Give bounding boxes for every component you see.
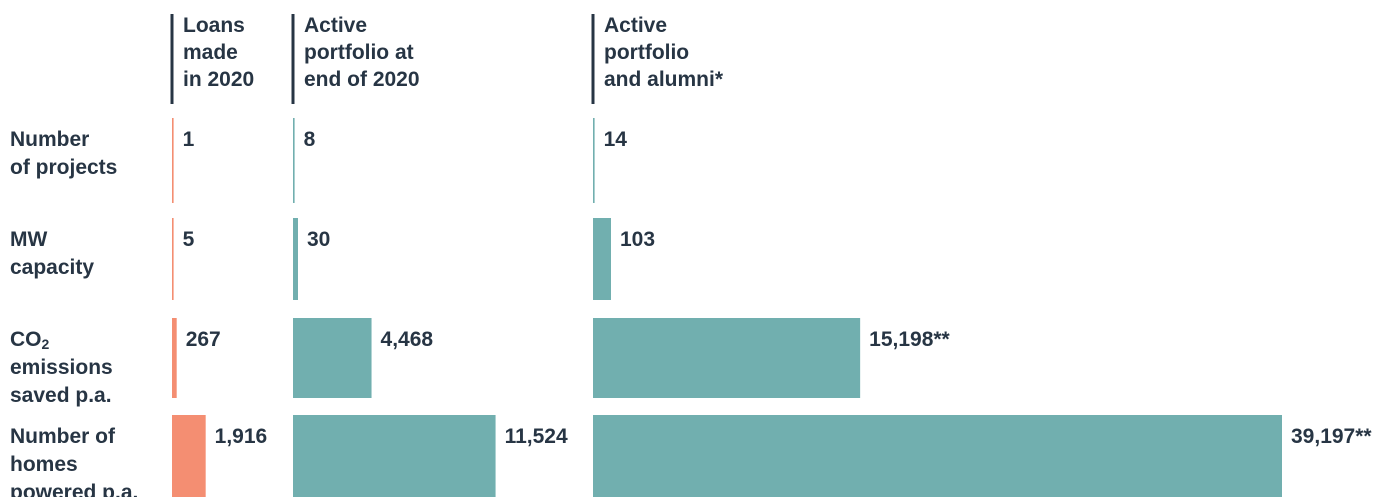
row-label-line: of projects: [10, 156, 117, 179]
column-header-line: Loans: [183, 14, 245, 37]
bar: [293, 415, 496, 497]
bar: [593, 415, 1282, 497]
value-labels: 1 5 267 1,916 8 30 4,468 11,524 14 103 15,198** 39,…: [183, 128, 1373, 448]
row-label-line: powered p.a.: [10, 481, 138, 497]
row-label-line: saved p.a.: [10, 384, 112, 407]
value-label: 267: [186, 328, 221, 351]
bar: [593, 118, 595, 203]
bar: [593, 318, 861, 398]
value-label: 103: [620, 228, 655, 251]
value-label: 1: [183, 128, 195, 151]
column-divider: [170, 14, 174, 104]
bar: [293, 118, 295, 203]
row-label-line: MW: [10, 228, 47, 251]
column-header-line: end of 2020: [304, 68, 420, 91]
column-header-line: portfolio at: [304, 41, 414, 64]
bar: [172, 318, 177, 398]
value-label: 8: [304, 128, 316, 151]
value-label: 11,524: [505, 425, 568, 448]
row-label-line: capacity: [10, 256, 94, 279]
bar: [172, 118, 174, 203]
column-header-line: and alumni*: [604, 68, 724, 91]
value-label: 14: [604, 128, 628, 151]
bar: [172, 218, 174, 300]
value-label: 15,198**: [869, 328, 950, 351]
column-divider: [591, 14, 595, 104]
row-label-line: emissions: [10, 356, 113, 379]
value-label: 4,468: [381, 328, 434, 351]
column-header-line: in 2020: [183, 68, 254, 91]
column-header-line: Active: [604, 14, 667, 37]
row-labels: Number of projects MW capacity CO2 emissions s…: [10, 128, 138, 497]
bars: [172, 118, 1282, 497]
value-label: 30: [307, 228, 330, 251]
row-label-line: CO2: [10, 328, 50, 352]
column-divider: [291, 14, 295, 104]
column-headers: Loans made in 2020 Active portfolio at end of…: [183, 14, 724, 91]
value-label: 1,916: [215, 425, 268, 448]
value-label: 39,197**: [1291, 425, 1372, 448]
row-label-line: Number: [10, 128, 89, 151]
column-header-line: made: [183, 41, 238, 64]
row-label-line: homes: [10, 453, 78, 476]
bar: [293, 218, 298, 300]
column-dividers: [170, 14, 595, 104]
bar: [172, 415, 206, 497]
bar: [593, 218, 611, 300]
row-label-line: Number of: [10, 425, 116, 448]
subscript: 2: [42, 336, 50, 352]
value-label: 5: [183, 228, 195, 251]
column-header-line: Active: [304, 14, 367, 37]
bar: [293, 318, 372, 398]
column-header-line: portfolio: [604, 41, 689, 64]
